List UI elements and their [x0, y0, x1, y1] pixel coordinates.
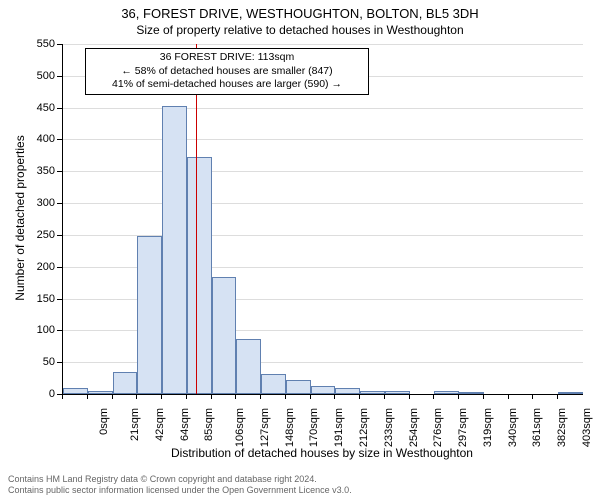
- x-tick-label: 148sqm: [284, 408, 296, 447]
- x-tick: [557, 394, 558, 399]
- x-tick-label: 64sqm: [179, 408, 191, 441]
- footer-line-1: Contains HM Land Registry data © Crown c…: [8, 474, 352, 485]
- y-tick: [57, 139, 62, 140]
- x-tick: [458, 394, 459, 399]
- y-tick-label: 550: [37, 38, 55, 50]
- x-tick: [211, 394, 212, 399]
- x-tick-label: 85sqm: [203, 408, 215, 441]
- chart-subtitle: Size of property relative to detached ho…: [0, 21, 600, 37]
- x-tick-label: 233sqm: [383, 408, 395, 447]
- x-tick-label: 382sqm: [556, 408, 568, 447]
- x-tick-label: 403sqm: [581, 408, 593, 447]
- y-tick-label: 350: [37, 165, 55, 177]
- x-tick-label: 319sqm: [482, 408, 494, 447]
- y-tick: [57, 362, 62, 363]
- annotation-line: 41% of semi-detached houses are larger (…: [92, 78, 362, 92]
- y-tick: [57, 44, 62, 45]
- x-tick: [433, 394, 434, 399]
- y-tick: [57, 76, 62, 77]
- x-tick: [310, 394, 311, 399]
- y-tick: [57, 108, 62, 109]
- x-tick: [235, 394, 236, 399]
- histogram-bar: [286, 380, 311, 394]
- y-tick: [57, 171, 62, 172]
- x-tick-label: 340sqm: [507, 408, 519, 447]
- chart-title: 36, FOREST DRIVE, WESTHOUGHTON, BOLTON, …: [0, 0, 600, 21]
- grid-line: [63, 139, 583, 140]
- x-tick: [532, 394, 533, 399]
- x-tick: [112, 394, 113, 399]
- y-tick-label: 100: [37, 324, 55, 336]
- x-tick-label: 42sqm: [154, 408, 166, 441]
- histogram-bar: [236, 339, 261, 394]
- grid-line: [63, 108, 583, 109]
- marker-line: [196, 44, 197, 394]
- y-tick: [57, 235, 62, 236]
- y-tick-label: 0: [49, 388, 55, 400]
- annotation-line: 36 FOREST DRIVE: 113sqm: [92, 51, 362, 65]
- grid-line: [63, 171, 583, 172]
- x-tick: [409, 394, 410, 399]
- histogram-bar: [137, 236, 162, 394]
- histogram-bar: [212, 277, 237, 394]
- grid-line: [63, 203, 583, 204]
- histogram-bar: [88, 391, 113, 394]
- y-tick-label: 200: [37, 261, 55, 273]
- histogram-bar: [558, 392, 583, 394]
- footer-line-2: Contains public sector information licen…: [8, 485, 352, 496]
- y-axis-label: Number of detached properties: [13, 118, 27, 318]
- histogram-bar: [261, 374, 286, 394]
- x-tick-label: 0sqm: [98, 408, 110, 435]
- x-tick-label: 361sqm: [531, 408, 543, 447]
- x-tick-label: 212sqm: [358, 408, 370, 447]
- annotation-box: 36 FOREST DRIVE: 113sqm← 58% of detached…: [85, 48, 369, 95]
- x-tick-label: 106sqm: [234, 408, 246, 447]
- histogram-bar: [63, 388, 88, 394]
- x-tick: [62, 394, 63, 399]
- x-tick: [384, 394, 385, 399]
- x-tick-label: 254sqm: [408, 408, 420, 447]
- x-tick: [483, 394, 484, 399]
- x-tick: [186, 394, 187, 399]
- x-tick-label: 127sqm: [259, 408, 271, 447]
- y-tick-label: 500: [37, 70, 55, 82]
- y-tick: [57, 203, 62, 204]
- y-tick-label: 50: [43, 356, 55, 368]
- x-tick: [359, 394, 360, 399]
- x-tick-label: 170sqm: [309, 408, 321, 447]
- annotation-line: ← 58% of detached houses are smaller (84…: [92, 65, 362, 79]
- histogram-bar: [311, 386, 336, 394]
- y-tick-label: 150: [37, 293, 55, 305]
- y-tick: [57, 330, 62, 331]
- x-tick: [136, 394, 137, 399]
- x-tick-label: 297sqm: [457, 408, 469, 447]
- x-tick: [87, 394, 88, 399]
- histogram-bar: [335, 388, 360, 394]
- x-tick: [285, 394, 286, 399]
- x-tick-label: 21sqm: [129, 408, 141, 441]
- y-tick: [57, 299, 62, 300]
- x-tick: [260, 394, 261, 399]
- x-axis-label: Distribution of detached houses by size …: [62, 446, 582, 460]
- x-tick: [508, 394, 509, 399]
- histogram-bar: [434, 391, 459, 394]
- x-tick: [334, 394, 335, 399]
- y-tick-label: 250: [37, 229, 55, 241]
- x-tick-label: 276sqm: [432, 408, 444, 447]
- histogram-bar: [360, 391, 385, 394]
- grid-line: [63, 44, 583, 45]
- y-tick-label: 400: [37, 133, 55, 145]
- y-tick: [57, 267, 62, 268]
- histogram-bar: [187, 157, 212, 394]
- x-tick: [161, 394, 162, 399]
- histogram-bar: [385, 391, 410, 394]
- footer-attribution: Contains HM Land Registry data © Crown c…: [8, 474, 352, 496]
- y-tick-label: 300: [37, 197, 55, 209]
- x-tick-label: 191sqm: [333, 408, 345, 447]
- plot-area: 36 FOREST DRIVE: 113sqm← 58% of detached…: [62, 44, 583, 395]
- histogram-bar: [162, 106, 187, 394]
- histogram-bar: [459, 392, 484, 394]
- histogram-bar: [113, 372, 138, 394]
- y-tick-label: 450: [37, 102, 55, 114]
